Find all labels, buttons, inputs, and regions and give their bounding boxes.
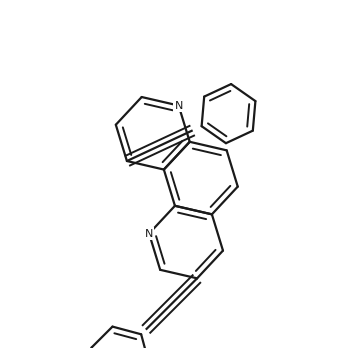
Text: N: N (145, 229, 153, 238)
Text: N: N (174, 101, 183, 111)
